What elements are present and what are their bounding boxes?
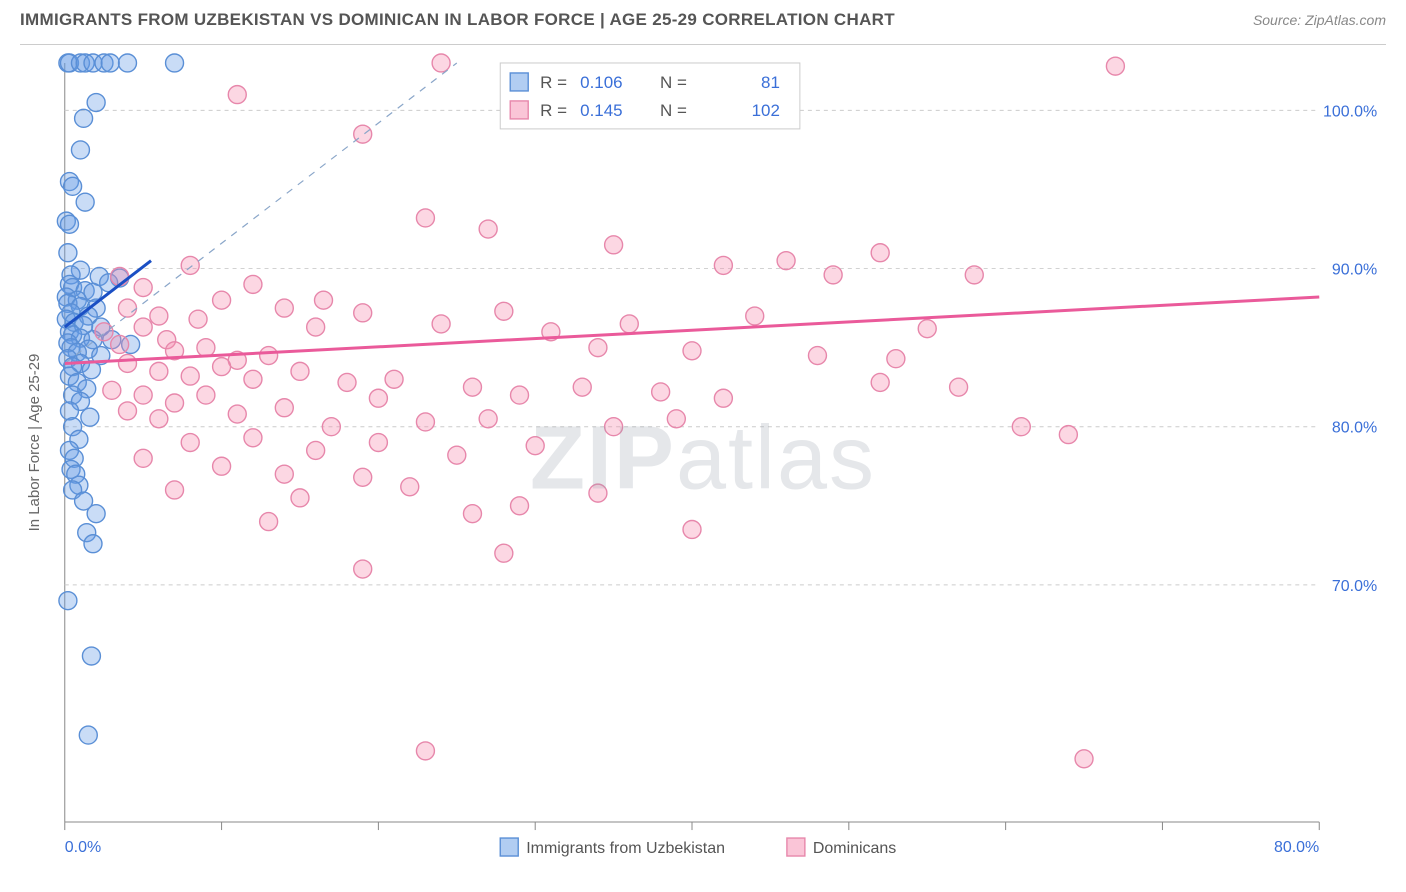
svg-text:100.0%: 100.0% bbox=[1323, 103, 1377, 120]
svg-text:70.0%: 70.0% bbox=[1332, 578, 1377, 595]
svg-text:102: 102 bbox=[752, 101, 780, 120]
svg-text:0.106: 0.106 bbox=[580, 73, 622, 92]
svg-text:90.0%: 90.0% bbox=[1332, 262, 1377, 279]
svg-text:Dominicans: Dominicans bbox=[813, 840, 896, 857]
svg-text:R =: R = bbox=[540, 73, 567, 92]
svg-text:R =: R = bbox=[540, 101, 567, 120]
chart-source: Source: ZipAtlas.com bbox=[1253, 12, 1386, 28]
svg-text:In Labor Force | Age 25-29: In Labor Force | Age 25-29 bbox=[26, 354, 43, 532]
svg-text:80.0%: 80.0% bbox=[1274, 839, 1319, 856]
svg-text:N =: N = bbox=[660, 73, 687, 92]
svg-text:0.145: 0.145 bbox=[580, 101, 622, 120]
svg-text:80.0%: 80.0% bbox=[1332, 420, 1377, 437]
svg-text:Immigrants from Uzbekistan: Immigrants from Uzbekistan bbox=[526, 840, 725, 857]
chart-header: IMMIGRANTS FROM UZBEKISTAN VS DOMINICAN … bbox=[0, 0, 1406, 38]
svg-text:81: 81 bbox=[761, 73, 780, 92]
svg-text:0.0%: 0.0% bbox=[65, 839, 101, 856]
scatter-chart: 70.0% 80.0% 90.0% 100.0% 0.0% 80.0% In Labor F… bbox=[20, 45, 1386, 872]
chart-container: 70.0% 80.0% 90.0% 100.0% 0.0% 80.0% In Labor F… bbox=[20, 44, 1386, 872]
chart-title: IMMIGRANTS FROM UZBEKISTAN VS DOMINICAN … bbox=[20, 10, 895, 30]
svg-text:N =: N = bbox=[660, 101, 687, 120]
